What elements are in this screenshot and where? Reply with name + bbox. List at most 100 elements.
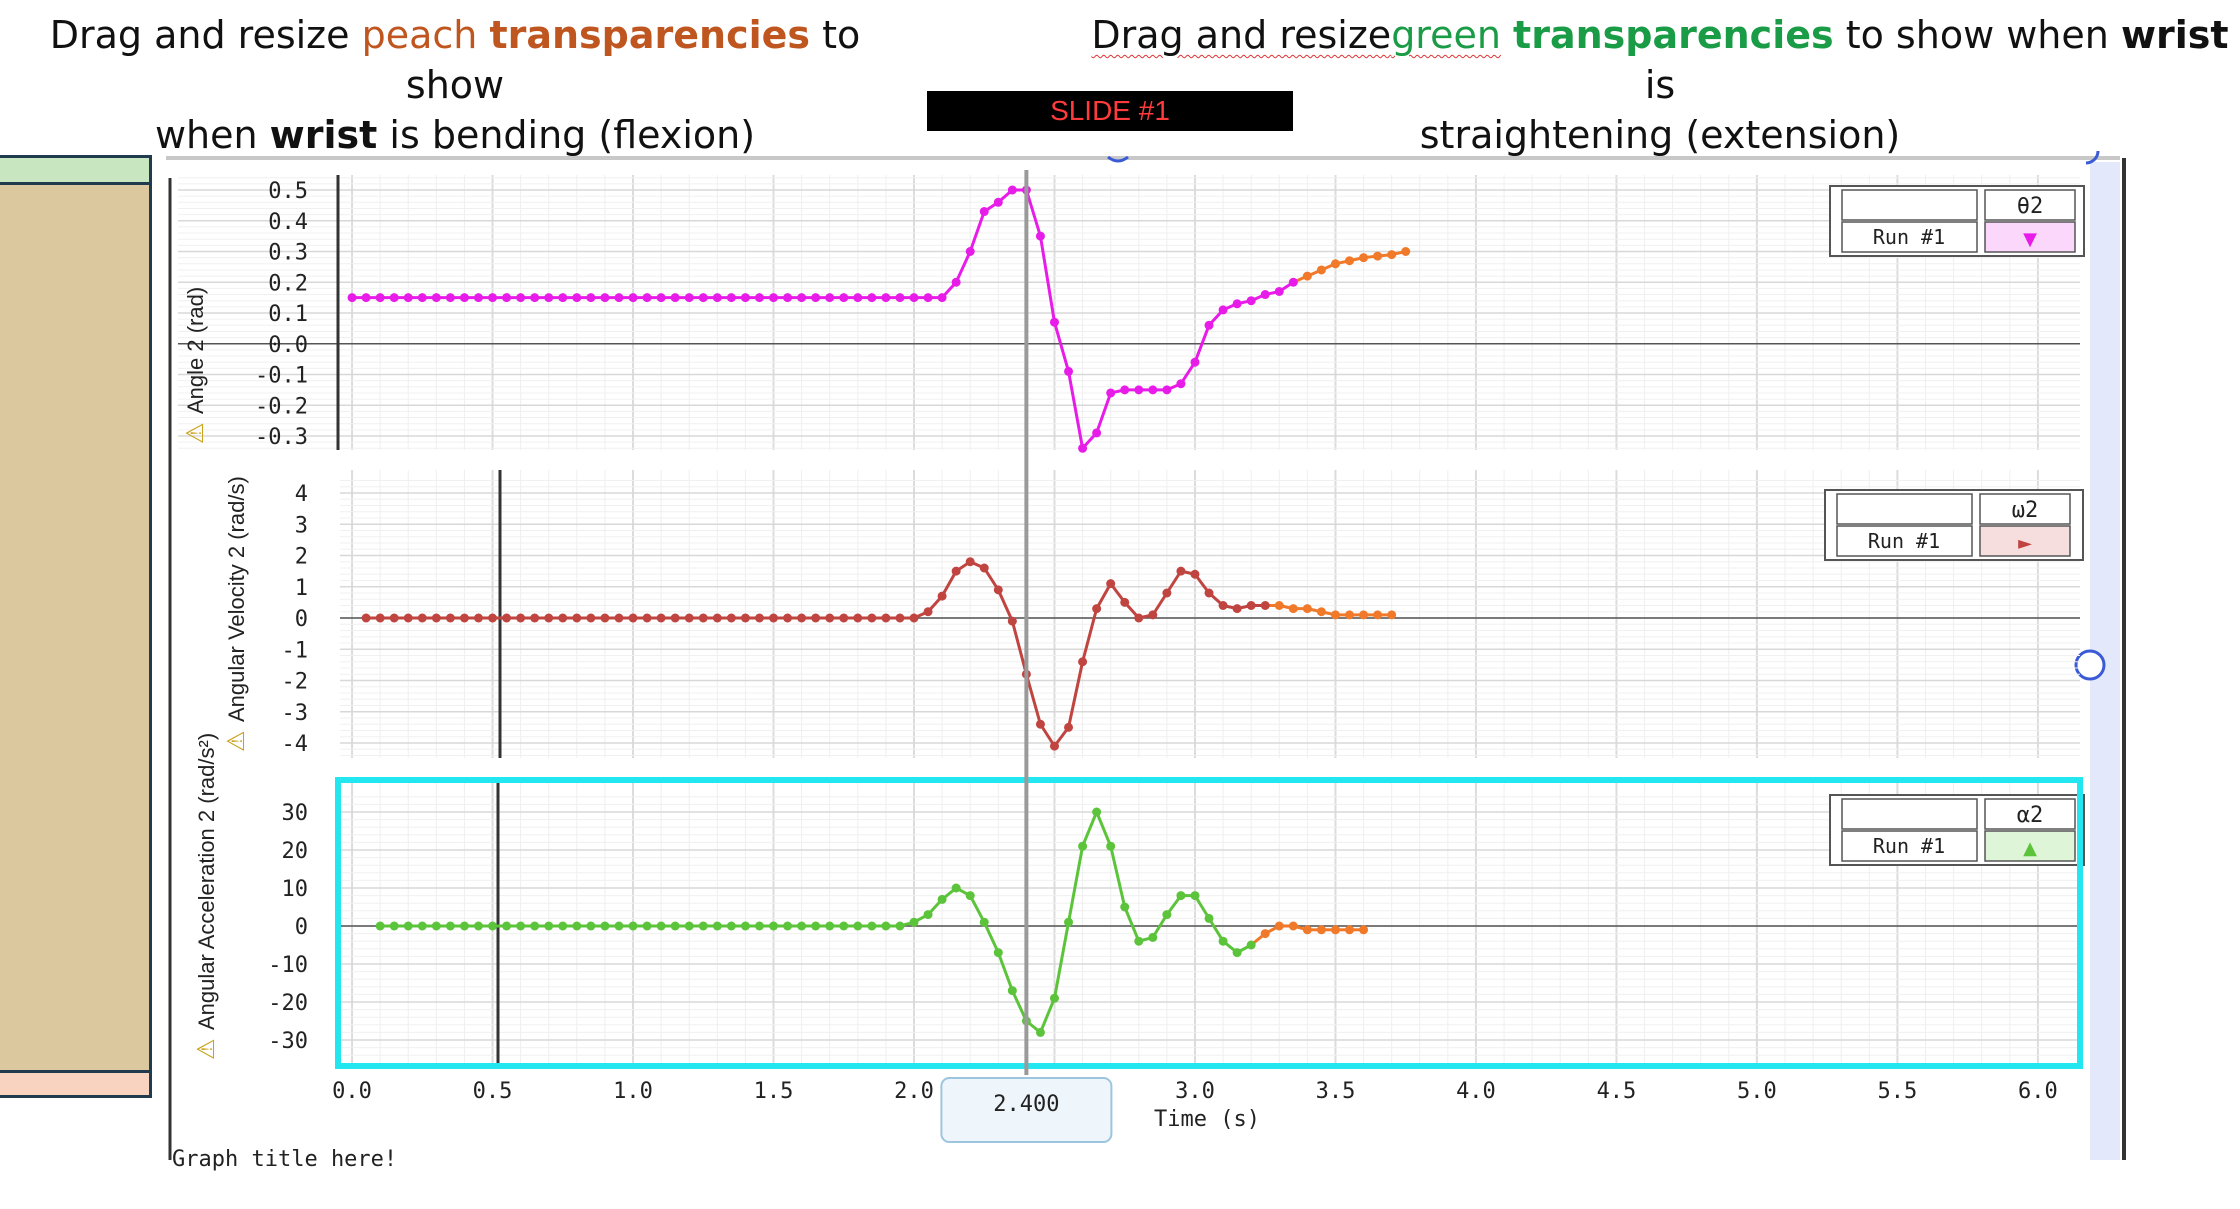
data-point: [1345, 610, 1355, 620]
graph-title[interactable]: Graph title here!: [172, 1147, 397, 1172]
legend[interactable]: α2 Run #1 ▲: [1829, 794, 2085, 866]
legend-symbol-box: [1984, 189, 2076, 221]
data-point: [740, 921, 750, 931]
data-point: [1232, 604, 1242, 614]
instruction-text: Drag and resize: [49, 13, 362, 57]
y-tick-label: 0.4: [268, 210, 308, 235]
data-point: [1176, 891, 1186, 901]
series-segment: [954, 250, 972, 283]
legend-marker-icon: ►: [2018, 533, 2032, 554]
data-point: [1078, 841, 1088, 851]
legend-input[interactable]: [1836, 493, 1973, 525]
data-point: [839, 613, 849, 623]
data-point: [1345, 925, 1355, 935]
data-point: [1302, 604, 1312, 614]
data-point: [839, 921, 849, 931]
resize-handle-top-center[interactable]: [1107, 155, 1129, 163]
data-point: [586, 293, 596, 303]
data-point: [965, 247, 975, 256]
data-point: [600, 613, 610, 623]
data-point: [361, 293, 371, 303]
data-point: [951, 566, 961, 576]
y-tick-label: 0.1: [268, 302, 308, 327]
plot-panel[interactable]: 0.5 0.4 0.3 0.2 0.1 0.0 -0.1 -0.2 -0.3 ⚠ Angle 2 (…: [178, 175, 2085, 453]
data-point: [459, 293, 469, 303]
data-point: [614, 293, 624, 303]
green-transparency[interactable]: [0, 158, 149, 185]
data-point: [403, 613, 413, 623]
data-point: [389, 293, 399, 303]
cursor-readout[interactable]: 2.400: [940, 1077, 1113, 1143]
transparency-panel[interactable]: [0, 155, 152, 1098]
data-point: [684, 613, 694, 623]
data-point: [979, 207, 989, 217]
y-tick-label: 10: [282, 877, 309, 902]
data-point: [726, 921, 736, 931]
data-point: [445, 293, 455, 303]
legend-marker-button[interactable]: [1984, 830, 2076, 862]
data-point: [811, 293, 821, 303]
data-point: [1274, 921, 1284, 931]
series-segment: [1010, 989, 1028, 1022]
data-point: [1387, 610, 1397, 620]
data-point: [825, 293, 835, 303]
legend[interactable]: ω2 Run #1 ►: [1824, 489, 2084, 561]
x-tick-label: 1.0: [613, 1079, 653, 1104]
data-point: [403, 921, 413, 931]
data-point: [516, 613, 526, 623]
grid: [338, 780, 2080, 1066]
data-point: [740, 293, 750, 303]
data-point: [783, 613, 793, 623]
legend-symbol: θ2: [2017, 194, 2044, 219]
data-point: [628, 921, 638, 931]
wrist-word: wrist: [269, 113, 378, 157]
resize-handle[interactable]: [2074, 649, 2106, 681]
data-point: [712, 293, 722, 303]
data-point: [488, 921, 498, 931]
resize-handle-top[interactable]: [2085, 150, 2100, 165]
data-point: [473, 921, 483, 931]
plot-panel[interactable]: 4 3 2 1 0 -1 -2 -3 -4 ⚠ Angular Velocity 2 (rad/s)…: [222, 470, 2084, 758]
x-tick-label: 0.0: [332, 1079, 372, 1104]
series-segment: [996, 589, 1014, 622]
data-point: [740, 613, 750, 623]
data-point: [530, 293, 540, 303]
legend-marker-button[interactable]: [1979, 525, 2071, 557]
y-tick-label: 3: [295, 513, 308, 538]
series-segment: [1067, 371, 1085, 449]
data-point: [628, 293, 638, 303]
legend-symbol-box: [1984, 798, 2076, 830]
legend-input[interactable]: [1841, 798, 1978, 830]
data-point: [853, 613, 863, 623]
data-point: [1049, 317, 1059, 327]
legend-run-box: [1841, 221, 1978, 253]
data-point: [600, 921, 610, 931]
data-point: [389, 613, 399, 623]
selected-plot-highlight: [335, 777, 2083, 1069]
data-point: [867, 921, 877, 931]
series-segment: [1038, 235, 1056, 323]
y-axis-title: Angular Velocity 2 (rad/s): [224, 476, 249, 722]
peach-transparency[interactable]: [0, 1070, 149, 1095]
data-point: [881, 921, 891, 931]
data-point: [1007, 986, 1017, 996]
legend-run-label: Run #1: [1873, 225, 1945, 249]
data-point: [488, 613, 498, 623]
legend-input[interactable]: [1841, 189, 1978, 221]
legend[interactable]: θ2 Run #1 ▼: [1829, 185, 2085, 257]
legend-marker-icon: ▲: [2023, 838, 2037, 859]
data-point: [1288, 921, 1298, 931]
data-point: [670, 293, 680, 303]
x-tick-label: 3.0: [1175, 1079, 1215, 1104]
data-point: [1401, 247, 1411, 256]
y-tick-label: 4: [295, 482, 308, 507]
data-point: [937, 293, 947, 303]
data-point: [403, 293, 413, 303]
y-axis-title: Angle 2 (rad): [183, 287, 208, 414]
data-point: [586, 921, 596, 931]
legend-marker-button[interactable]: [1984, 221, 2076, 253]
y-tick-label: -0.2: [255, 394, 308, 419]
data-point: [726, 293, 736, 303]
